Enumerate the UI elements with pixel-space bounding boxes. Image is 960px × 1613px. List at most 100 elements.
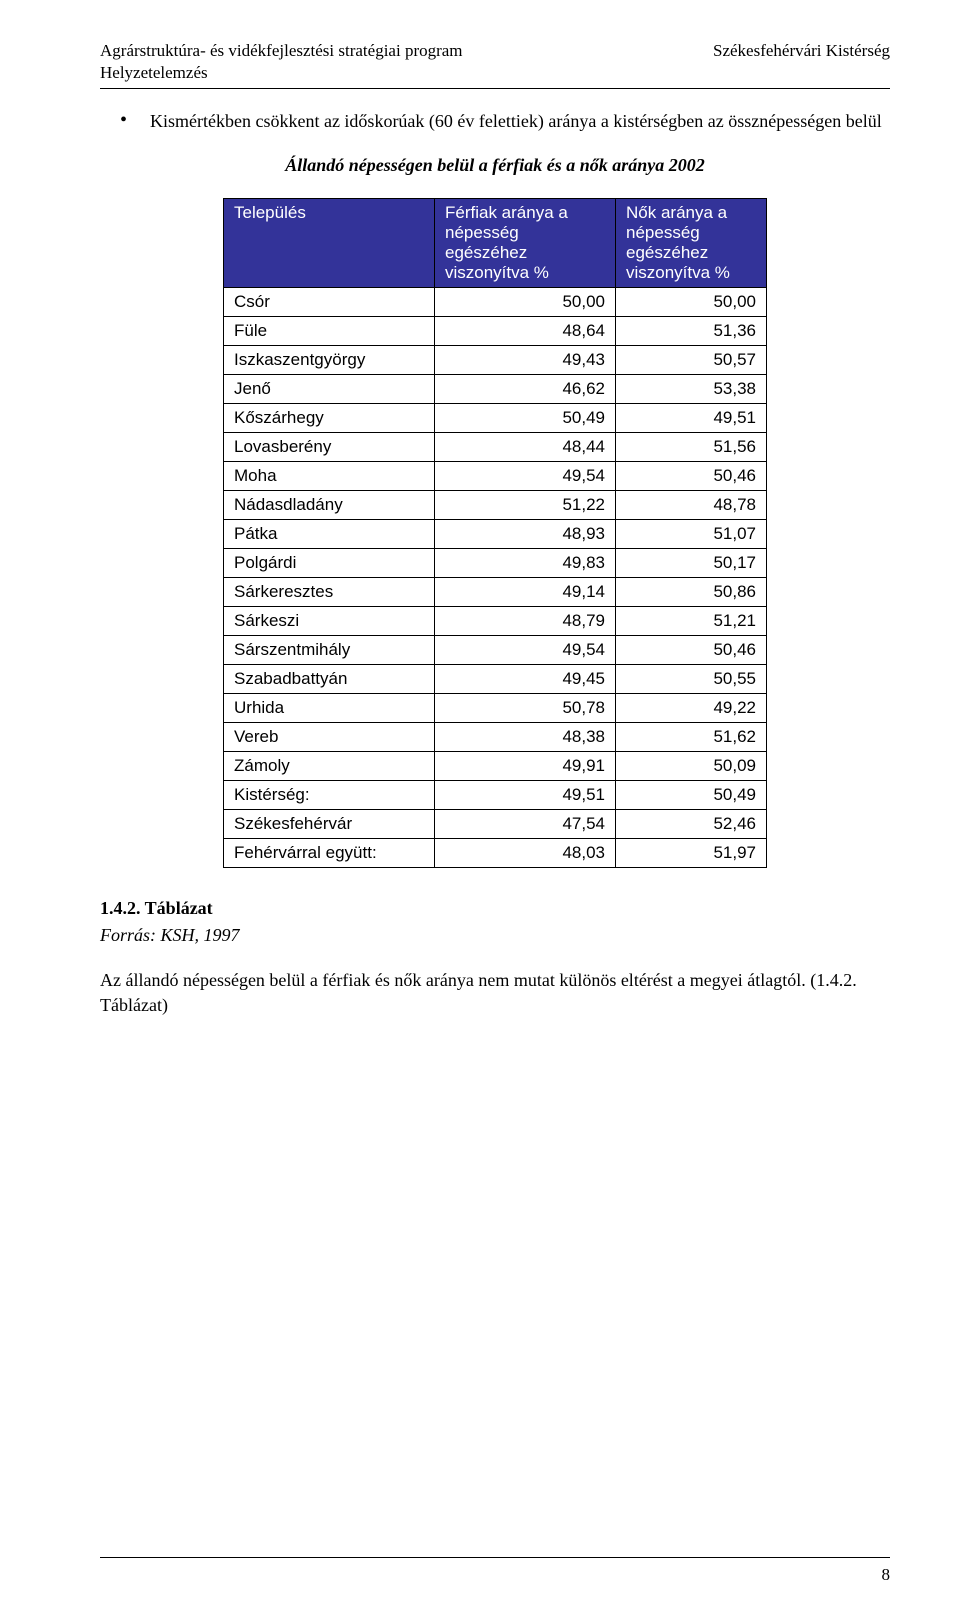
cell-v2: 50,46 (616, 636, 767, 665)
cell-label: Szabadbattyán (224, 665, 435, 694)
header-right: Székesfehérvári Kistérség (713, 40, 890, 84)
col-header-female-text: Nők aránya anépességegészéhezviszonyítva… (626, 203, 730, 282)
table-row: Kistérség:49,5150,49 (224, 781, 767, 810)
table-row: Jenő46,6253,38 (224, 375, 767, 404)
cell-v1: 48,03 (435, 839, 616, 868)
cell-label: Fehérvárral együtt: (224, 839, 435, 868)
cell-v2: 48,78 (616, 491, 767, 520)
cell-v1: 48,44 (435, 433, 616, 462)
cell-label: Zámoly (224, 752, 435, 781)
cell-v2: 52,46 (616, 810, 767, 839)
table-row: Fehérvárral együtt:48,0351,97 (224, 839, 767, 868)
cell-label: Lovasberény (224, 433, 435, 462)
cell-label: Sárkeresztes (224, 578, 435, 607)
cell-v2: 51,21 (616, 607, 767, 636)
cell-v2: 53,38 (616, 375, 767, 404)
cell-v1: 48,79 (435, 607, 616, 636)
header-rule (100, 88, 890, 89)
header-left: Agrárstruktúra- és vidékfejlesztési stra… (100, 40, 463, 84)
table-row: Füle48,6451,36 (224, 317, 767, 346)
cell-label: Urhida (224, 694, 435, 723)
source-line: Forrás: KSH, 1997 (100, 925, 890, 946)
cell-v1: 49,54 (435, 462, 616, 491)
bullet-text: Kismértékben csökkent az időskorúak (60 … (150, 109, 882, 133)
cell-v2: 50,49 (616, 781, 767, 810)
table-row: Szabadbattyán49,4550,55 (224, 665, 767, 694)
table-row: Pátka48,9351,07 (224, 520, 767, 549)
cell-label: Sárkeszi (224, 607, 435, 636)
cell-v1: 48,64 (435, 317, 616, 346)
body-paragraph: Az állandó népességen belül a férfiak és… (100, 968, 890, 1017)
cell-label: Vereb (224, 723, 435, 752)
cell-label: Nádasdladány (224, 491, 435, 520)
cell-v1: 49,51 (435, 781, 616, 810)
cell-v2: 49,22 (616, 694, 767, 723)
cell-label: Székesfehérvár (224, 810, 435, 839)
data-table: Település Férfiak aránya anépesség egész… (223, 198, 767, 868)
cell-v1: 49,14 (435, 578, 616, 607)
table-row: Moha49,5450,46 (224, 462, 767, 491)
cell-label: Füle (224, 317, 435, 346)
cell-v2: 51,56 (616, 433, 767, 462)
table-row: Lovasberény48,4451,56 (224, 433, 767, 462)
cell-v2: 50,09 (616, 752, 767, 781)
cell-label: Iszkaszentgyörgy (224, 346, 435, 375)
cell-label: Jenő (224, 375, 435, 404)
cell-v2: 50,86 (616, 578, 767, 607)
table-row: Vereb48,3851,62 (224, 723, 767, 752)
cell-v1: 49,43 (435, 346, 616, 375)
table-body: Csór50,0050,00 Füle48,6451,36 Iszkaszent… (224, 288, 767, 868)
table-row: Sárkeresztes49,1450,86 (224, 578, 767, 607)
cell-v2: 50,00 (616, 288, 767, 317)
cell-v2: 50,46 (616, 462, 767, 491)
table-caption: 1.4.2. Táblázat (100, 898, 890, 919)
cell-label: Pátka (224, 520, 435, 549)
cell-v1: 49,83 (435, 549, 616, 578)
col-header-female: Nők aránya anépességegészéhezviszonyítva… (616, 199, 767, 288)
cell-label: Csór (224, 288, 435, 317)
table-row: Zámoly49,9150,09 (224, 752, 767, 781)
cell-label: Kistérség: (224, 781, 435, 810)
table-row: Polgárdi49,8350,17 (224, 549, 767, 578)
cell-v1: 50,78 (435, 694, 616, 723)
col-header-settlement: Település (224, 199, 435, 288)
table-row: Székesfehérvár47,5452,46 (224, 810, 767, 839)
cell-label: Kőszárhegy (224, 404, 435, 433)
cell-v2: 51,62 (616, 723, 767, 752)
footer-rule (100, 1557, 890, 1558)
cell-v1: 46,62 (435, 375, 616, 404)
table-header-row: Település Férfiak aránya anépesség egész… (224, 199, 767, 288)
cell-v1: 48,38 (435, 723, 616, 752)
cell-v2: 50,55 (616, 665, 767, 694)
col-header-male: Férfiak aránya anépesség egészéhezviszon… (435, 199, 616, 288)
bullet-icon: • (120, 109, 150, 133)
cell-v1: 49,54 (435, 636, 616, 665)
col-header-male-text: Férfiak aránya anépesség egészéhezviszon… (445, 203, 568, 282)
cell-label: Sárszentmihály (224, 636, 435, 665)
cell-v2: 50,17 (616, 549, 767, 578)
table-row: Iszkaszentgyörgy49,4350,57 (224, 346, 767, 375)
cell-v1: 49,45 (435, 665, 616, 694)
table-row: Sárkeszi48,7951,21 (224, 607, 767, 636)
cell-v1: 50,49 (435, 404, 616, 433)
cell-v2: 50,57 (616, 346, 767, 375)
page: Agrárstruktúra- és vidékfejlesztési stra… (0, 0, 960, 1613)
bullet-item: • Kismértékben csökkent az időskorúak (6… (120, 109, 890, 133)
cell-v1: 50,00 (435, 288, 616, 317)
cell-v1: 51,22 (435, 491, 616, 520)
cell-v2: 51,07 (616, 520, 767, 549)
table-row: Csór50,0050,00 (224, 288, 767, 317)
cell-label: Moha (224, 462, 435, 491)
cell-v1: 47,54 (435, 810, 616, 839)
table-row: Sárszentmihály49,5450,46 (224, 636, 767, 665)
header-left-line2: Helyzetelemzés (100, 63, 208, 82)
cell-v1: 49,91 (435, 752, 616, 781)
table-title: Állandó népességen belül a férfiak és a … (100, 155, 890, 176)
cell-v2: 51,36 (616, 317, 767, 346)
page-number: 8 (882, 1565, 891, 1585)
cell-v1: 48,93 (435, 520, 616, 549)
header-left-line1: Agrárstruktúra- és vidékfejlesztési stra… (100, 41, 463, 60)
cell-v2: 51,97 (616, 839, 767, 868)
table-row: Kőszárhegy50,4949,51 (224, 404, 767, 433)
table-row: Nádasdladány51,2248,78 (224, 491, 767, 520)
